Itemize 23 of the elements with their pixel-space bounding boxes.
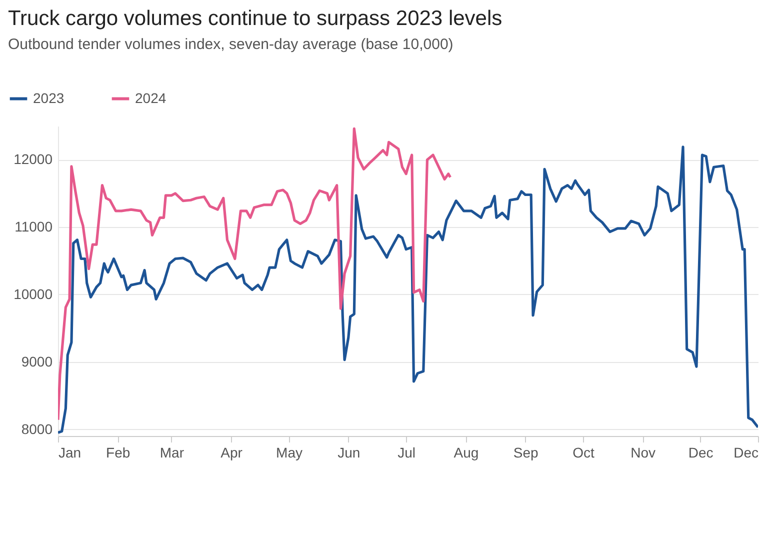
x-tick-label: Sep xyxy=(513,444,538,460)
x-tick-label: Oct xyxy=(572,444,594,460)
x-tick-label: Nov xyxy=(630,444,656,460)
legend-label: 2024 xyxy=(135,90,166,106)
y-tick-label: 9000 xyxy=(21,353,53,370)
x-tick-label: Jun xyxy=(338,444,360,460)
line-series xyxy=(58,127,452,422)
y-tick-label: 8000 xyxy=(21,420,53,437)
chart-title: Truck cargo volumes continue to surpass 2023 levels xyxy=(8,7,502,30)
chart-subtitle: Outbound tender volumes index, seven-day average (base 10,000) xyxy=(8,36,454,53)
legend-label: 2023 xyxy=(33,90,64,106)
x-tick-label: Apr xyxy=(220,444,243,460)
x-tick-label: Mar xyxy=(160,444,184,460)
x-tick-label: Jan xyxy=(58,444,82,460)
x-tick-label: Jul xyxy=(398,444,416,460)
y-tick-label: 12000 xyxy=(14,151,53,168)
y-tick-label: 11000 xyxy=(14,218,53,235)
x-tick-label: Dec xyxy=(734,444,758,460)
y-tick-label: 10000 xyxy=(14,286,53,302)
x-tick-label: Aug xyxy=(454,444,479,460)
x-tick-label: Feb xyxy=(106,444,130,460)
x-tick-label: Dec xyxy=(688,444,714,460)
x-tick-label: May xyxy=(276,444,302,460)
